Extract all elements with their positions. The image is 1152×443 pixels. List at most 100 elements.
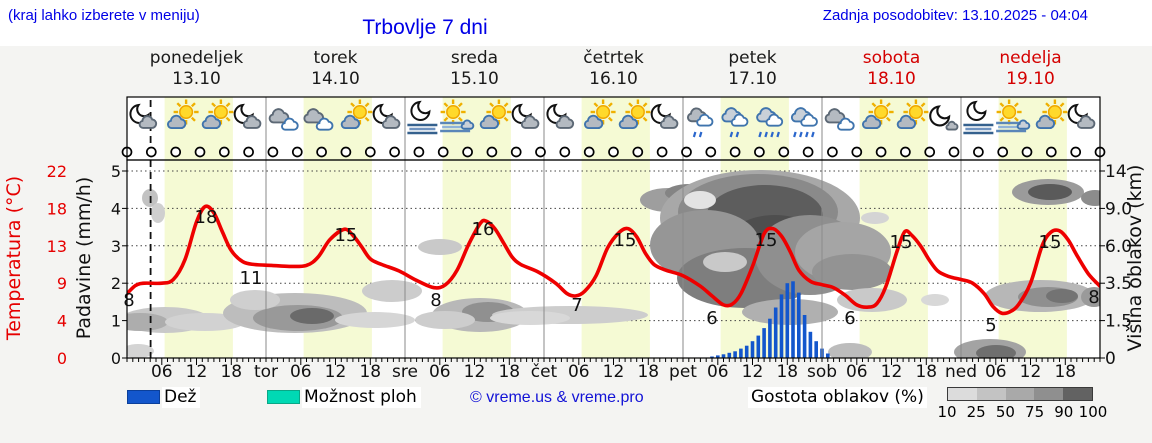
precip-axis-ticks: 5 4 3 2 1 0 bbox=[111, 162, 127, 368]
sun-ray bbox=[885, 102, 891, 108]
raindrop-icon bbox=[692, 131, 697, 138]
daylight-band bbox=[859, 97, 928, 358]
rain-bar bbox=[710, 356, 714, 358]
sun-ray bbox=[176, 102, 182, 108]
cloud-icon bbox=[281, 117, 299, 131]
day-abbr-label: sob bbox=[807, 362, 837, 382]
cloud-blob bbox=[861, 212, 889, 224]
weather-icon-sun-cloud bbox=[201, 99, 234, 130]
sun-icon bbox=[596, 104, 611, 120]
day-date: 14.10 bbox=[311, 68, 360, 89]
moon-phase-icon bbox=[875, 146, 887, 158]
day-name: ponedeljek bbox=[149, 48, 244, 68]
cloud-density-label: Gostota oblakov (%) bbox=[748, 387, 927, 408]
moon-phase-icon bbox=[608, 146, 619, 158]
weather-icon-moon-cloud bbox=[650, 103, 679, 129]
cloud-icon bbox=[896, 114, 917, 130]
raindrop-icon bbox=[793, 131, 797, 138]
hour-tick-label: 06 bbox=[151, 362, 173, 382]
temp-label: 5 bbox=[985, 315, 996, 336]
rain-bar bbox=[762, 328, 766, 358]
moon-phase-icon bbox=[316, 146, 327, 158]
cloud-blob bbox=[1081, 287, 1100, 307]
sun-icon bbox=[630, 104, 645, 120]
day-header-sreda: sreda 15.10 bbox=[405, 48, 544, 89]
hour-tick-label: 06 bbox=[429, 362, 451, 382]
hour-tick-label: 06 bbox=[568, 362, 590, 382]
density-tick-label: 10 bbox=[937, 403, 957, 421]
showers-legend-label: Možnost ploh bbox=[302, 387, 421, 408]
sun-ray bbox=[1013, 102, 1019, 108]
weather-icon-sun-cloud bbox=[862, 99, 894, 130]
weather-icon-cloudy bbox=[268, 108, 299, 131]
rain-bar bbox=[797, 292, 801, 358]
cloud-blob bbox=[812, 254, 892, 290]
sun-ray bbox=[593, 102, 599, 108]
sun-ray bbox=[457, 116, 463, 122]
sun-ray bbox=[607, 102, 613, 108]
sun-icon bbox=[491, 104, 506, 120]
moon-phase-icon bbox=[924, 146, 936, 158]
precip-tick-label: 2 bbox=[111, 274, 121, 293]
day-name: nedelja bbox=[999, 48, 1062, 68]
moon-phase-icon bbox=[851, 146, 863, 158]
rain-bar bbox=[773, 307, 778, 358]
cloud-icon bbox=[315, 117, 334, 131]
raindrop-icon bbox=[735, 131, 740, 138]
day-date: 19.10 bbox=[1006, 68, 1055, 89]
cloud-icon bbox=[730, 113, 749, 127]
cloud-blob bbox=[976, 345, 1016, 358]
temp-tick-label: 0 bbox=[57, 349, 67, 368]
weather-icon-moon-cloud bbox=[511, 103, 540, 129]
rain-bar bbox=[739, 348, 743, 358]
temp-label: 8 bbox=[1088, 287, 1099, 308]
moon-phase-icon bbox=[729, 146, 741, 158]
cloud-blob bbox=[415, 311, 475, 329]
raindrop-icon bbox=[799, 131, 803, 138]
sun-icon bbox=[179, 104, 194, 120]
cloud-icon bbox=[618, 114, 639, 130]
hour-tick-label: 18 bbox=[1054, 362, 1076, 382]
raindrop-icon bbox=[764, 131, 768, 138]
cloud-icon bbox=[167, 114, 187, 130]
moon-phase-icon bbox=[437, 146, 449, 158]
precip-tick-label: 1 bbox=[111, 312, 121, 331]
temp-axis-title: Temperatura (°C) bbox=[3, 176, 25, 341]
temp-label: 8 bbox=[430, 290, 441, 311]
moon-phase-icon bbox=[389, 146, 400, 158]
temp-tick-label: 18 bbox=[47, 199, 67, 218]
day-abbr-label: čet bbox=[531, 362, 558, 382]
weather-icon-sun-fog bbox=[996, 99, 1031, 133]
moon-phase-icon bbox=[754, 146, 765, 158]
temp-label: 15 bbox=[614, 230, 637, 251]
height-axis-ticks: 14 9.0 6.0 3.5 1.5 0 bbox=[1100, 162, 1132, 369]
copyright-link[interactable]: © vreme.us & vreme.pro bbox=[470, 389, 644, 406]
precip-tick-label: 4 bbox=[111, 199, 121, 218]
moon-phase-row bbox=[121, 146, 1106, 158]
moon-phase-icon bbox=[778, 146, 790, 158]
temp-label: 15 bbox=[755, 230, 778, 251]
rain-legend-label: Dež bbox=[162, 387, 201, 408]
hour-tick-label: 18 bbox=[498, 362, 520, 382]
moon-phase-icon bbox=[1070, 146, 1082, 158]
hour-tick-label: 12 bbox=[742, 362, 764, 382]
cloud-cover-blobs bbox=[127, 170, 1100, 358]
hour-tick-label: 12 bbox=[186, 362, 208, 382]
cloud-blob bbox=[828, 343, 872, 358]
sun-ray bbox=[642, 116, 648, 122]
cloud-blob bbox=[742, 299, 838, 325]
density-gradient-segment bbox=[1063, 388, 1092, 400]
rain-bar bbox=[808, 331, 813, 358]
sun-ray bbox=[457, 102, 463, 108]
last-update-text: Zadnja posodobitev: 13.10.2025 - 04:04 bbox=[822, 7, 1088, 24]
sun-icon bbox=[446, 104, 461, 120]
sun-ray bbox=[607, 116, 613, 122]
legend-row: Dež Možnost ploh © vreme.us & vreme.pro … bbox=[0, 384, 1152, 424]
sun-ray bbox=[364, 102, 370, 108]
hour-tick-label: 12 bbox=[881, 362, 903, 382]
rain-bar bbox=[716, 355, 720, 358]
temp-axis-ticks: 22 18 13 9 4 0 bbox=[47, 162, 67, 368]
rain-bar bbox=[814, 341, 818, 358]
hour-tick-label: 06 bbox=[707, 362, 729, 382]
